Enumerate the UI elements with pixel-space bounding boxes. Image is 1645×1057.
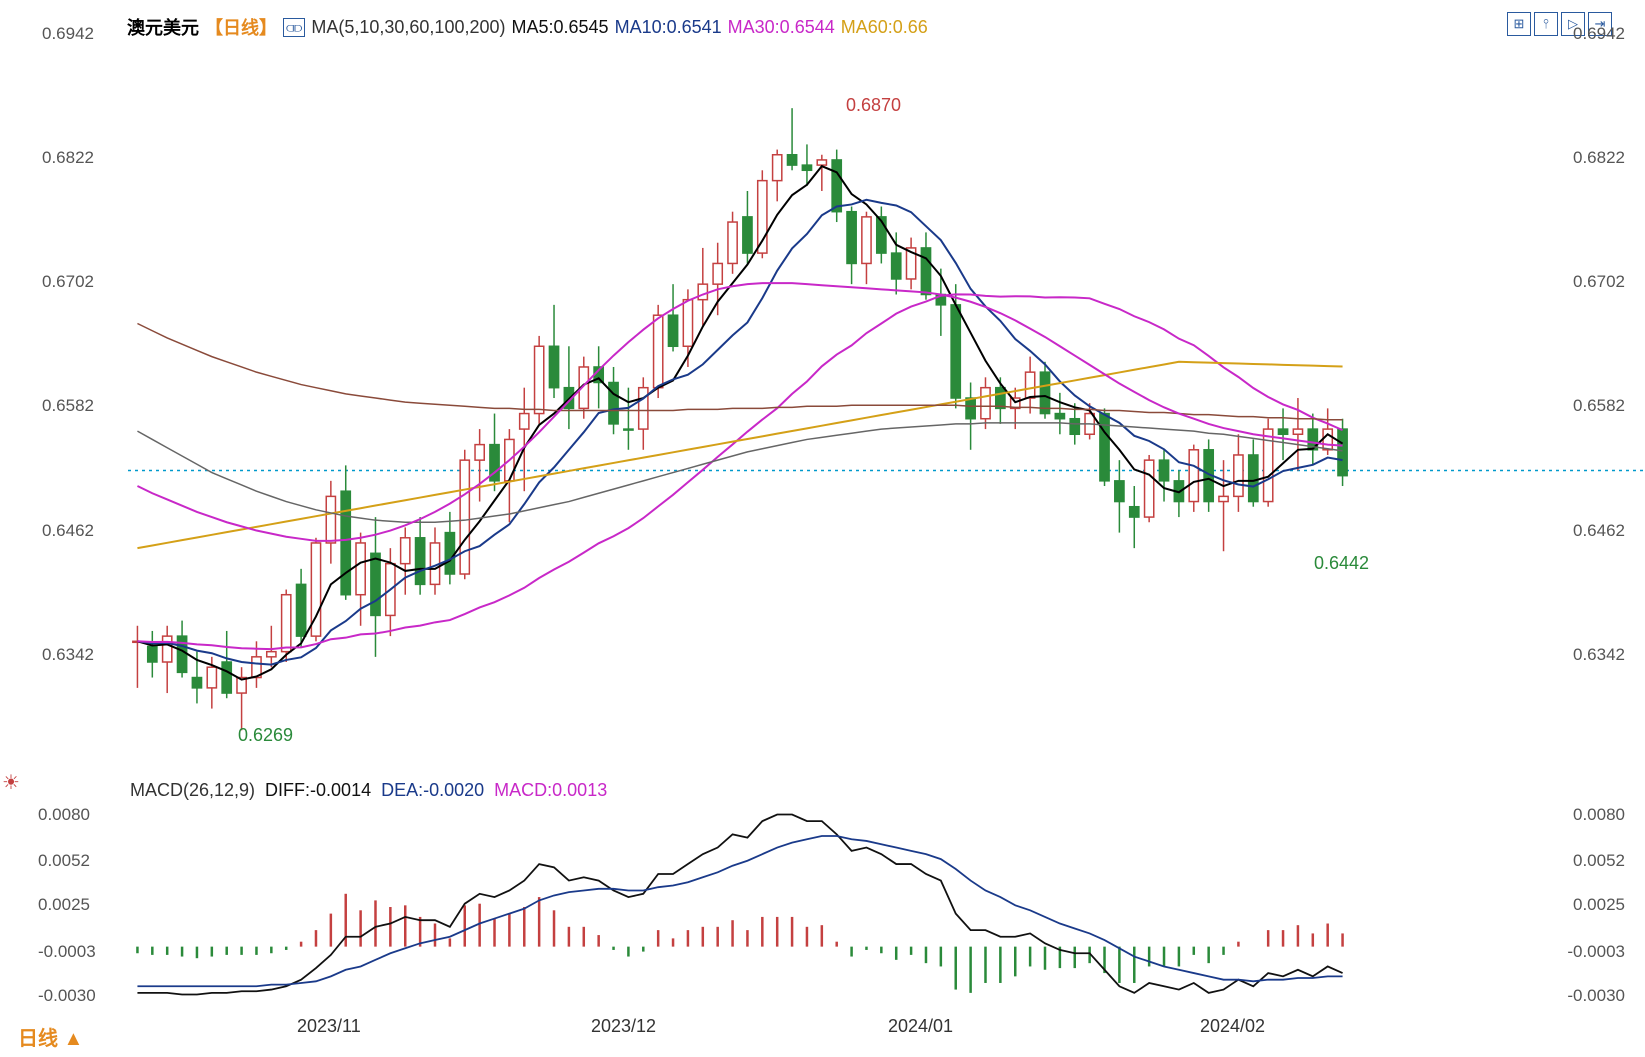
- axis-tick-label: 0.6702: [1573, 272, 1625, 292]
- axis-tick-label: 2023/11: [297, 1016, 361, 1037]
- price-annotation: 0.6442: [1314, 553, 1369, 574]
- macd-header: MACD(26,12,9) DIFF:-0.0014 DEA:-0.0020 M…: [130, 780, 607, 801]
- axis-tick-label: 0.6342: [42, 645, 94, 665]
- macd-dea-label: DEA:-0.0020: [381, 780, 484, 801]
- axis-tick-label: 0.6702: [42, 272, 94, 292]
- axis-tick-label: -0.0003: [38, 942, 96, 962]
- axis-tick-label: 0.6942: [42, 24, 94, 44]
- axis-tick-label: 0.0052: [38, 851, 90, 871]
- axis-tick-label: 0.0025: [1573, 895, 1625, 915]
- axis-tick-label: 0.6462: [1573, 521, 1625, 541]
- axis-tick-label: 0.6582: [42, 396, 94, 416]
- axis-tick-label: 0.6342: [1573, 645, 1625, 665]
- axis-tick-label: 0.6942: [1573, 24, 1625, 44]
- axis-tick-label: -0.0030: [38, 986, 96, 1006]
- axis-tick-label: 0.0025: [38, 895, 90, 915]
- macd-params-label: MACD(26,12,9): [130, 780, 255, 801]
- axis-tick-label: 2024/01: [888, 1016, 953, 1037]
- axis-tick-label: 0.6462: [42, 521, 94, 541]
- price-annotation: 0.6870: [846, 95, 901, 116]
- axis-tick-label: 2024/02: [1200, 1016, 1265, 1037]
- axis-tick-label: 2023/12: [591, 1016, 656, 1037]
- axis-tick-label: -0.0030: [1567, 986, 1625, 1006]
- axis-tick-label: 0.6582: [1573, 396, 1625, 416]
- macd-chart[interactable]: [0, 780, 1645, 1020]
- price-chart[interactable]: [0, 0, 1645, 760]
- axis-tick-label: 0.0080: [1573, 805, 1625, 825]
- timeframe-footer-button[interactable]: 日线 ▲: [18, 1022, 83, 1051]
- price-annotation: 0.6269: [238, 725, 293, 746]
- settings-icon[interactable]: ☀: [2, 770, 20, 795]
- axis-tick-label: 0.6822: [42, 148, 94, 168]
- macd-diff-label: DIFF:-0.0014: [265, 780, 371, 801]
- axis-tick-label: 0.0080: [38, 805, 90, 825]
- axis-tick-label: 0.6822: [1573, 148, 1625, 168]
- axis-tick-label: -0.0003: [1567, 942, 1625, 962]
- macd-macd-label: MACD:0.0013: [494, 780, 607, 801]
- axis-tick-label: 0.0052: [1573, 851, 1625, 871]
